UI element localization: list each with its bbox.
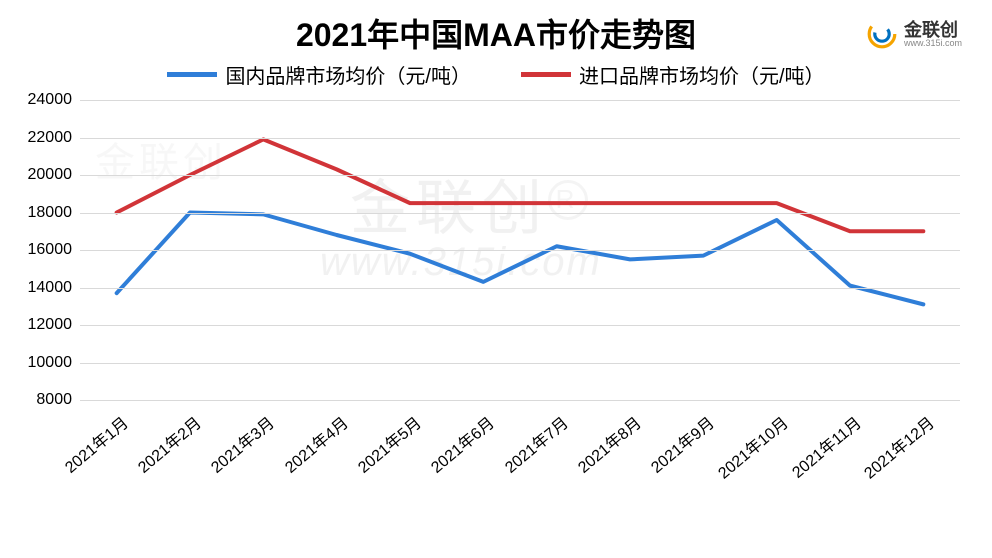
- x-tick-label: 2021年1月: [58, 410, 132, 478]
- legend-item-domestic: 国内品牌市场均价（元/吨）: [167, 60, 471, 89]
- y-tick-label: 18000: [28, 204, 73, 222]
- legend-label-domestic: 国内品牌市场均价（元/吨）: [225, 60, 471, 89]
- gridline: [80, 138, 960, 139]
- x-tick-label: 2021年11月: [785, 410, 865, 483]
- gridline: [80, 325, 960, 326]
- legend-swatch-import: [521, 72, 571, 77]
- x-tick-label: 2021年9月: [645, 410, 719, 478]
- x-tick-label: 2021年7月: [498, 410, 572, 478]
- y-tick-label: 12000: [28, 316, 73, 334]
- logo-sub-text: www.315i.com: [904, 39, 962, 48]
- gridline: [80, 213, 960, 214]
- gridline: [80, 363, 960, 364]
- legend-item-import: 进口品牌市场均价（元/吨）: [521, 60, 825, 89]
- series-line-import: [117, 139, 924, 231]
- gridline: [80, 400, 960, 401]
- x-tick-label: 2021年10月: [711, 410, 792, 483]
- y-tick-label: 8000: [36, 391, 72, 409]
- x-tick-label: 2021年12月: [858, 410, 939, 483]
- chart-title: 2021年中国MAA市价走势图: [0, 10, 992, 56]
- gridline: [80, 100, 960, 101]
- gridline: [80, 288, 960, 289]
- y-tick-label: 22000: [28, 129, 73, 147]
- x-tick-label: 2021年6月: [425, 410, 499, 478]
- y-tick-label: 14000: [28, 279, 73, 297]
- x-tick-label: 2021年4月: [278, 410, 352, 478]
- x-tick-label: 2021年2月: [131, 410, 205, 478]
- logo-brand-text: 金联创: [904, 21, 962, 39]
- gridline: [80, 175, 960, 176]
- y-tick-label: 20000: [28, 166, 73, 184]
- y-tick-label: 10000: [28, 354, 73, 372]
- logo-icon: [866, 18, 898, 50]
- brand-logo: 金联创 www.315i.com: [866, 18, 962, 50]
- legend-label-import: 进口品牌市场均价（元/吨）: [579, 60, 825, 89]
- series-line-domestic: [117, 213, 924, 305]
- x-tick-label: 2021年3月: [205, 410, 279, 478]
- x-tick-label: 2021年5月: [351, 410, 425, 478]
- legend-swatch-domestic: [167, 72, 217, 77]
- y-tick-label: 16000: [28, 241, 73, 259]
- chart-plot-area: 8000100001200014000160001800020000220002…: [80, 100, 960, 400]
- x-tick-label: 2021年8月: [571, 410, 645, 478]
- gridline: [80, 250, 960, 251]
- legend: 国内品牌市场均价（元/吨） 进口品牌市场均价（元/吨）: [0, 60, 992, 89]
- y-tick-label: 24000: [28, 91, 73, 109]
